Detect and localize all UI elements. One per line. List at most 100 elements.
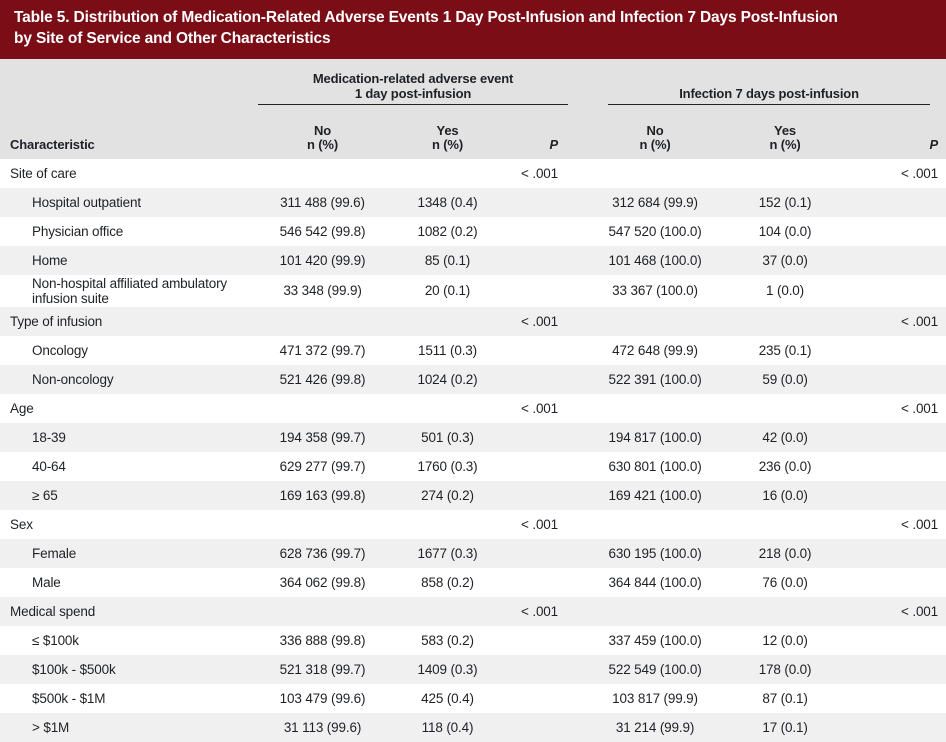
cell-p-adverse-event xyxy=(500,336,580,365)
cell-yes-infection: 16 (0.0) xyxy=(762,487,808,503)
cell-yes-infection xyxy=(730,394,840,423)
cell-yes-infection xyxy=(730,510,840,539)
cell-p-infection: < .001 xyxy=(901,400,939,416)
cell-no-adverse-event: 103 479 (99.6) xyxy=(279,690,366,706)
group-header-spacer xyxy=(0,58,250,105)
cell-p-infection xyxy=(840,539,946,568)
row-label: ≥ 65 xyxy=(32,487,58,503)
cell-no-infection: 101 468 (100.0) xyxy=(608,252,702,268)
cell-p-infection xyxy=(840,246,946,275)
column-header-p-ae: P xyxy=(500,104,581,159)
cell-yes-adverse-event: 1760 (0.3) xyxy=(417,458,478,474)
group-row: Age < .001 < .001 xyxy=(0,394,946,423)
table-row: Physician office 546 542 (99.8) 1082 (0.2)… xyxy=(0,217,946,246)
cell-p-infection xyxy=(840,452,946,481)
cell-no-infection: 337 459 (100.0) xyxy=(608,632,702,648)
cell-yes-infection xyxy=(730,597,840,626)
row-label: Female xyxy=(32,545,77,561)
row-label: Non-hospital affiliated ambulatory infus… xyxy=(32,275,228,306)
cell-yes-adverse-event xyxy=(395,307,500,336)
table-header: Medication-related adverse event 1 day p… xyxy=(0,58,946,159)
cell-yes-adverse-event xyxy=(395,159,500,188)
row-label: 18-39 xyxy=(32,429,66,445)
cell-p-adverse-event: < .001 xyxy=(521,165,559,181)
cell-yes-infection: 1 (0.0) xyxy=(766,283,805,299)
table-row: Male 364 062 (99.8) 858 (0.2) 364 844 (100.… xyxy=(0,568,946,597)
table-body: Site of care < .001 < .001 Hospital outpati… xyxy=(0,159,946,742)
row-label: Physician office xyxy=(32,223,124,239)
cell-p-infection xyxy=(840,217,946,246)
cell-no-adverse-event: 169 163 (99.8) xyxy=(279,487,366,503)
table-row: ≥ 65 169 163 (99.8) 274 (0.2) 169 421 (100.… xyxy=(0,480,946,510)
cell-p-adverse-event: < .001 xyxy=(521,516,559,532)
row-label: Male xyxy=(32,574,61,590)
cell-yes-adverse-event: 583 (0.2) xyxy=(421,632,474,648)
cell-yes-infection xyxy=(730,307,840,336)
cell-p-infection xyxy=(840,684,946,713)
cell-no-adverse-event: 311 488 (99.6) xyxy=(280,194,365,210)
group-header-adverse-event-label: Medication-related adverse event 1 day p… xyxy=(258,71,569,105)
cell-no-infection xyxy=(580,597,730,626)
row-label: Type of infusion xyxy=(10,313,103,329)
cell-no-infection: 547 520 (100.0) xyxy=(608,223,702,239)
cell-no-adverse-event: 194 358 (99.7) xyxy=(279,429,366,445)
cell-no-infection: 472 648 (99.9) xyxy=(612,342,698,358)
cell-no-adverse-event: 31 113 (99.6) xyxy=(283,719,362,735)
group-row: Sex < .001 < .001 xyxy=(0,510,946,539)
cell-no-adverse-event: 521 426 (99.8) xyxy=(279,371,366,387)
cell-no-infection: 103 817 (99.9) xyxy=(612,690,698,706)
cell-no-adverse-event: 101 420 (99.9) xyxy=(279,252,366,268)
cell-p-adverse-event: < .001 xyxy=(521,603,559,619)
cell-yes-adverse-event xyxy=(395,510,500,539)
cell-p-adverse-event: < .001 xyxy=(521,313,559,329)
cell-yes-adverse-event: 1677 (0.3) xyxy=(417,545,478,561)
table-title-bar: Table 5. Distribution of Medication-Rela… xyxy=(0,0,946,59)
table-row: ≤ $100k 336 888 (99.8) 583 (0.2) 337 459 (1… xyxy=(0,626,946,655)
cell-p-infection xyxy=(840,275,946,307)
cell-p-adverse-event: < .001 xyxy=(521,400,559,416)
cell-yes-adverse-event xyxy=(395,597,500,626)
cell-p-adverse-event xyxy=(500,217,580,246)
cell-p-infection: < .001 xyxy=(901,516,939,532)
cell-p-adverse-event xyxy=(500,188,580,217)
cell-p-adverse-event xyxy=(500,655,580,684)
cell-yes-adverse-event: 501 (0.3) xyxy=(421,429,474,445)
cell-p-infection xyxy=(840,423,946,452)
cell-yes-adverse-event: 118 (0.4) xyxy=(421,719,474,735)
cell-no-adverse-event xyxy=(250,394,395,423)
cell-no-infection: 522 391 (100.0) xyxy=(608,371,702,387)
cell-no-adverse-event: 546 542 (99.8) xyxy=(279,223,366,239)
cell-yes-infection: 236 (0.0) xyxy=(758,458,812,474)
cell-yes-adverse-event: 1511 (0.3) xyxy=(417,342,478,358)
group-row: Type of infusion < .001 < .001 xyxy=(0,306,946,336)
cell-no-adverse-event xyxy=(250,510,395,539)
row-label: $500k - $1M xyxy=(32,690,106,706)
cell-no-infection xyxy=(580,394,730,423)
cell-yes-adverse-event: 85 (0.1) xyxy=(424,252,471,268)
cell-yes-adverse-event xyxy=(395,394,500,423)
column-header-no-infection: No n (%) xyxy=(580,104,731,159)
cell-p-infection xyxy=(840,365,946,394)
cell-p-adverse-event xyxy=(500,275,580,307)
cell-p-infection xyxy=(840,188,946,217)
cell-p-infection xyxy=(840,568,946,597)
cell-no-adverse-event: 629 277 (99.7) xyxy=(279,458,366,474)
cell-no-adverse-event: 521 318 (99.7) xyxy=(279,661,366,677)
cell-no-infection: 630 195 (100.0) xyxy=(608,545,702,561)
cell-no-infection: 312 684 (99.9) xyxy=(612,194,698,210)
column-header-row: Characteristic No n (%) Yes n (%) P No n… xyxy=(0,104,946,159)
row-label: Hospital outpatient xyxy=(32,194,141,210)
column-header-yes-ae: Yes n (%) xyxy=(395,104,500,159)
row-label: Home xyxy=(32,252,68,268)
cell-no-infection: 630 801 (100.0) xyxy=(608,458,702,474)
table-number-label: Table 5. xyxy=(14,9,70,26)
group-row: Site of care < .001 < .001 xyxy=(0,159,946,188)
cell-yes-adverse-event: 858 (0.2) xyxy=(421,574,474,590)
row-label: Age xyxy=(10,400,34,416)
cell-no-infection: 522 549 (100.0) xyxy=(608,661,702,677)
cell-yes-adverse-event: 1024 (0.2) xyxy=(417,371,478,387)
cell-p-infection: < .001 xyxy=(901,313,939,329)
cell-yes-infection: 235 (0.1) xyxy=(758,342,812,358)
row-label: Oncology xyxy=(32,342,88,358)
cell-yes-infection: 12 (0.0) xyxy=(762,632,808,648)
